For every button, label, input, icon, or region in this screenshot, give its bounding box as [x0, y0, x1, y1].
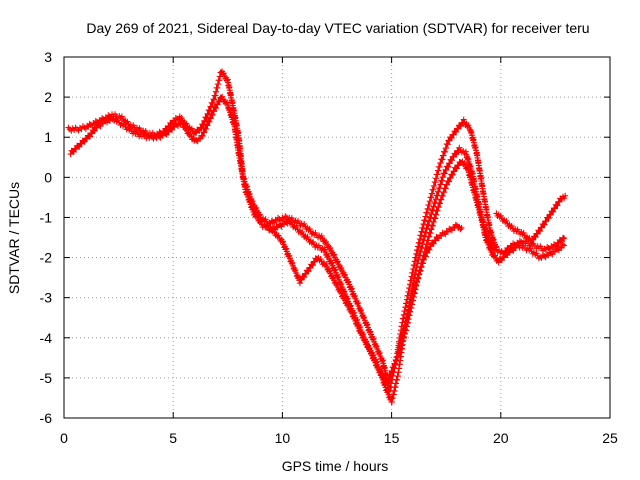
data-point-markers — [261, 158, 498, 385]
y-tick-label: 3 — [44, 49, 52, 65]
x-tick-label: 20 — [493, 430, 509, 446]
x-tick-label: 10 — [275, 430, 291, 446]
data-point-markers — [395, 221, 465, 355]
series-track-lower — [261, 158, 498, 385]
data-point-markers — [493, 192, 569, 247]
y-tick-label: -3 — [40, 290, 53, 306]
x-tick-label: 0 — [60, 430, 68, 446]
x-axis-label: GPS time / hours — [282, 458, 389, 474]
y-tick-label: -6 — [40, 410, 53, 426]
y-tick-label: -4 — [40, 330, 53, 346]
series-track-upper — [65, 68, 568, 394]
data-point-markers — [67, 93, 568, 406]
x-tick-label: 5 — [169, 430, 177, 446]
y-tick-label: -2 — [40, 250, 53, 266]
data-point-markers — [65, 68, 568, 394]
x-tick-label: 25 — [602, 430, 618, 446]
y-tick-label: 1 — [44, 129, 52, 145]
y-tick-label: 0 — [44, 169, 52, 185]
plot-area-frame — [63, 56, 611, 419]
y-axis-label: SDTVAR / TECUs — [6, 182, 22, 294]
series-track-middle — [67, 93, 568, 406]
series-track-tail — [493, 192, 569, 247]
series-track-low-arc — [395, 221, 465, 355]
chart-title: Day 269 of 2021, Sidereal Day-to-day VTE… — [86, 20, 589, 36]
y-tick-label: 2 — [44, 89, 52, 105]
y-tick-label: -1 — [40, 209, 53, 225]
data-points — [65, 68, 569, 406]
x-tick-label: 15 — [384, 430, 400, 446]
y-tick-label: -5 — [40, 370, 53, 386]
